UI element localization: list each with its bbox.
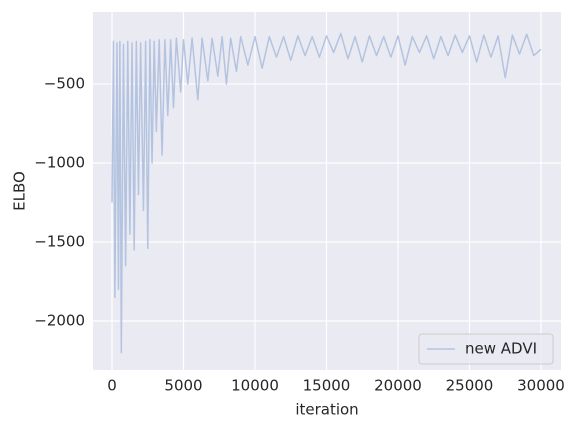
series-line [111, 32, 542, 354]
x-tick-label: 20000 [374, 377, 422, 395]
y-tick-label: −1000 [34, 154, 85, 172]
y-axis-label: ELBO [11, 171, 29, 211]
y-tick-label: −500 [44, 75, 85, 93]
grid [93, 12, 561, 370]
marks [111, 32, 542, 354]
x-axis-label: iteration [295, 401, 358, 419]
labels: 0 5000 10000 15000 20000 25000 30000 −500 −1000 −… [34, 75, 565, 395]
legend-label: new ADVI [465, 340, 537, 358]
x-tick-label: 25000 [446, 377, 494, 395]
y-tick-label: −2000 [34, 312, 85, 330]
legend: new ADVI [418, 333, 554, 365]
x-tick-label: 30000 [517, 377, 565, 395]
x-tick-label: 0 [107, 377, 117, 395]
y-tick-label: −1500 [34, 233, 85, 251]
x-tick-label: 15000 [303, 377, 351, 395]
x-tick-label: 10000 [231, 377, 279, 395]
x-tick-label: 5000 [164, 377, 202, 395]
legend-box [418, 333, 554, 365]
